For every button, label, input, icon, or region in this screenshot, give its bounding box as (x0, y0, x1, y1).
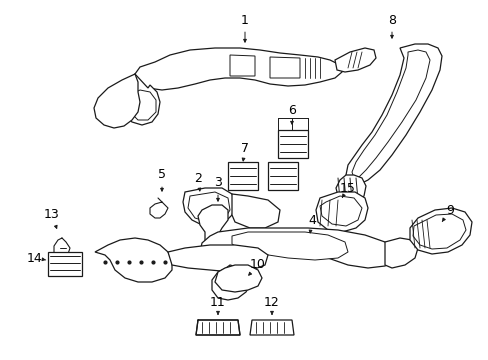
Text: 5: 5 (158, 168, 165, 191)
Polygon shape (198, 205, 227, 255)
Polygon shape (168, 245, 267, 272)
Polygon shape (335, 175, 365, 202)
Polygon shape (231, 232, 347, 260)
Polygon shape (278, 130, 307, 158)
Polygon shape (346, 44, 441, 185)
Polygon shape (215, 265, 262, 292)
Text: 4: 4 (307, 213, 315, 233)
Text: 6: 6 (287, 104, 295, 124)
Polygon shape (187, 192, 229, 222)
Polygon shape (409, 208, 471, 254)
Polygon shape (196, 320, 240, 335)
Text: 9: 9 (441, 203, 453, 222)
Text: 15: 15 (339, 181, 355, 197)
Polygon shape (135, 48, 341, 90)
Text: 10: 10 (248, 258, 265, 275)
Polygon shape (200, 228, 394, 268)
Polygon shape (128, 90, 156, 120)
Text: 11: 11 (210, 296, 225, 314)
Polygon shape (183, 188, 235, 225)
Text: 14: 14 (27, 252, 45, 265)
Polygon shape (249, 320, 293, 335)
Polygon shape (267, 162, 297, 190)
Polygon shape (315, 192, 367, 232)
Polygon shape (351, 50, 429, 178)
Text: 3: 3 (214, 176, 222, 201)
Polygon shape (94, 74, 140, 128)
Polygon shape (412, 214, 465, 249)
Polygon shape (334, 48, 375, 72)
Polygon shape (231, 194, 280, 228)
Text: 2: 2 (194, 171, 202, 191)
Polygon shape (212, 265, 249, 300)
Text: 1: 1 (241, 13, 248, 42)
Polygon shape (227, 162, 258, 190)
Polygon shape (319, 196, 361, 226)
Polygon shape (48, 252, 82, 276)
Polygon shape (384, 238, 417, 268)
Text: 7: 7 (241, 141, 248, 161)
Polygon shape (229, 55, 254, 76)
Polygon shape (95, 238, 172, 282)
Text: 13: 13 (44, 208, 60, 228)
Polygon shape (269, 57, 299, 78)
Text: 12: 12 (264, 296, 279, 314)
Text: 8: 8 (387, 13, 395, 38)
Polygon shape (120, 74, 160, 125)
